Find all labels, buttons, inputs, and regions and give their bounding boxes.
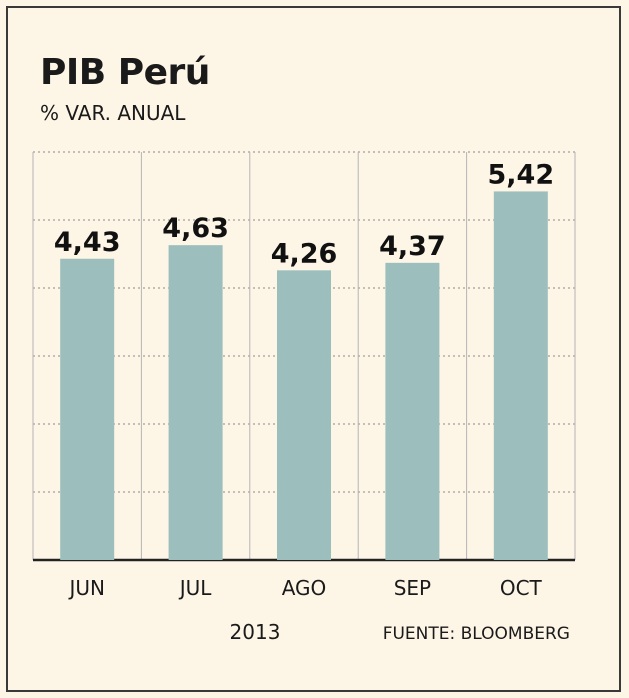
bars-group bbox=[60, 191, 548, 560]
bar-jun bbox=[60, 258, 115, 560]
data-label-sep: 4,37 bbox=[379, 231, 446, 262]
x-tick-label-oct: OCT bbox=[500, 576, 543, 600]
bar-ago bbox=[277, 270, 331, 560]
data-label-jun: 4,43 bbox=[54, 227, 121, 258]
data-label-ago: 4,26 bbox=[271, 238, 338, 269]
labels-group: 4,43 JUN 4,63 JUL 4,26 AGO 4,37 SEP 5,42 OCT bbox=[54, 159, 554, 600]
bar-jul bbox=[168, 245, 223, 560]
x-tick-label-jun: JUN bbox=[67, 576, 105, 600]
bar-sep bbox=[385, 262, 440, 560]
x-axis-label: 2013 bbox=[229, 620, 281, 644]
data-label-jul: 4,63 bbox=[162, 213, 229, 244]
data-label-oct: 5,42 bbox=[487, 159, 554, 190]
x-tick-label-sep: SEP bbox=[394, 576, 431, 600]
source-note: FUENTE: BLOOMBERG bbox=[382, 624, 570, 644]
x-tick-label-jul: JUL bbox=[178, 576, 213, 600]
chart-subtitle: % VAR. ANUAL bbox=[40, 101, 186, 125]
x-tick-label-ago: AGO bbox=[282, 576, 327, 600]
bar-oct bbox=[493, 191, 548, 560]
chart-title: PIB Perú bbox=[40, 52, 210, 93]
